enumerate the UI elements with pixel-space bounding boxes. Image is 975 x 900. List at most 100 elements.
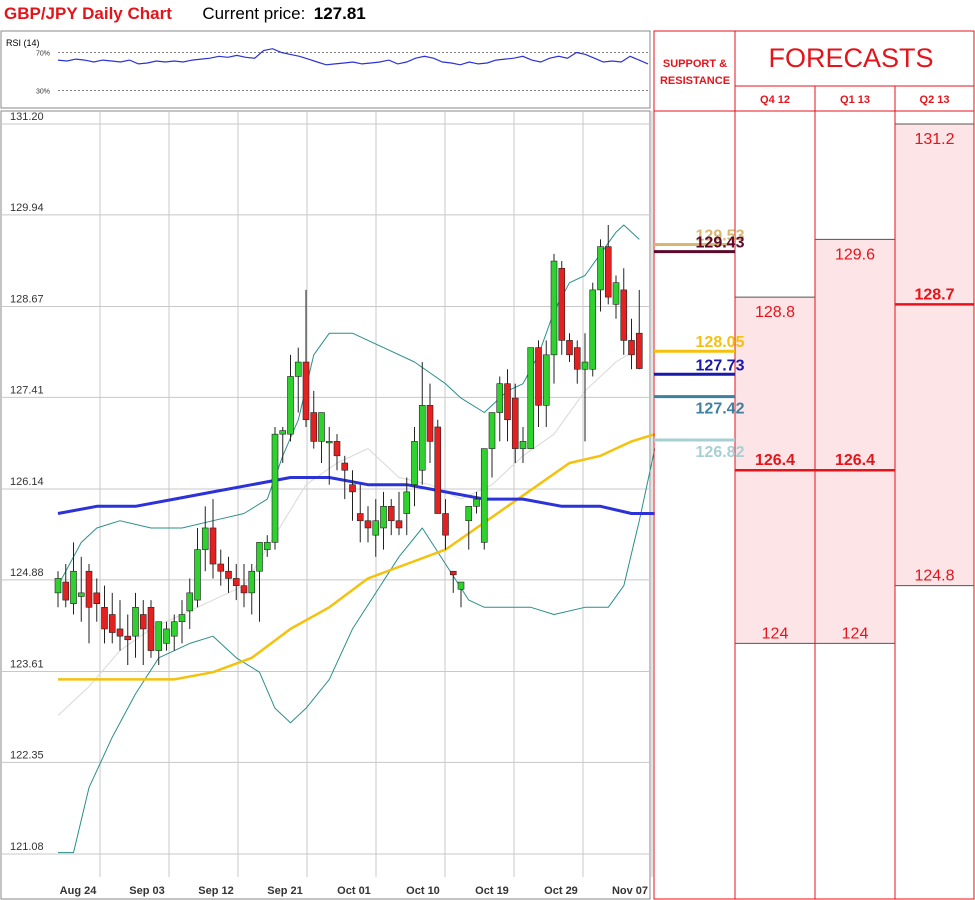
candle-bullish bbox=[465, 506, 473, 522]
chart-header: GBP/JPY Daily Chart Current price: 127.8… bbox=[4, 4, 366, 28]
candle-bearish bbox=[573, 347, 581, 370]
forecast-mid-value: 128.7 bbox=[914, 286, 954, 303]
x-tick-label: Aug 24 bbox=[60, 885, 98, 897]
candle-bearish bbox=[147, 607, 155, 651]
candle-bearish bbox=[535, 347, 542, 406]
x-tick-label: Sep 21 bbox=[267, 885, 302, 897]
rsi-line bbox=[57, 48, 649, 66]
candle-bullish bbox=[597, 246, 604, 291]
candle-bearish bbox=[341, 462, 349, 471]
candle-bearish bbox=[62, 581, 70, 601]
candle-bearish bbox=[349, 484, 356, 493]
candle-bullish bbox=[194, 549, 201, 601]
support-resistance-header: SUPPORT & bbox=[663, 58, 727, 70]
candle-bullish bbox=[248, 570, 256, 594]
candle-bullish bbox=[77, 592, 85, 597]
forecast-range bbox=[735, 297, 815, 644]
y-tick-label: 121.08 bbox=[10, 841, 44, 853]
candle-bullish bbox=[488, 412, 496, 449]
rsi-frame bbox=[0, 30, 651, 109]
candle-bearish bbox=[310, 412, 318, 442]
candle-bearish bbox=[108, 614, 116, 633]
candle-bearish bbox=[116, 628, 124, 637]
candle-bearish bbox=[434, 426, 442, 514]
forecast-high-value: 131.2 bbox=[914, 131, 954, 148]
candle-bullish bbox=[527, 347, 535, 449]
candle-bearish bbox=[225, 570, 232, 579]
candle-bullish bbox=[178, 614, 186, 623]
candle-bullish bbox=[473, 498, 480, 507]
y-tick-label: 127.41 bbox=[10, 384, 44, 396]
candle-bullish bbox=[163, 628, 170, 644]
candle-bearish bbox=[240, 585, 248, 594]
candle-bullish bbox=[287, 376, 294, 435]
sr-level-value: 128.05 bbox=[696, 334, 745, 351]
candle-bearish bbox=[364, 520, 372, 529]
forecast-low-value: 124 bbox=[842, 625, 869, 642]
candle-bullish bbox=[581, 361, 589, 370]
candle-bearish bbox=[395, 520, 403, 529]
overlay-ma_fast bbox=[57, 347, 640, 716]
x-tick-label: Oct 10 bbox=[406, 885, 440, 897]
candle-bearish bbox=[124, 635, 132, 641]
candle-bearish bbox=[620, 289, 628, 341]
x-tick-label: Sep 03 bbox=[129, 885, 164, 897]
forecast-high-value: 129.6 bbox=[835, 246, 875, 263]
candle-bearish bbox=[504, 383, 511, 421]
y-tick-label: 124.88 bbox=[10, 567, 44, 579]
candle-bullish bbox=[496, 383, 504, 413]
forecast-range bbox=[895, 124, 974, 586]
forecast-frame bbox=[653, 30, 975, 900]
candle-bearish bbox=[217, 563, 225, 572]
candle-bullish bbox=[612, 282, 620, 305]
x-tick-label: Nov 07 bbox=[612, 885, 648, 897]
candle-bearish bbox=[85, 570, 93, 608]
candle-bearish bbox=[333, 441, 341, 457]
candle-bullish bbox=[271, 433, 279, 543]
candle-bearish bbox=[511, 397, 519, 449]
candle-bullish bbox=[54, 578, 62, 594]
candle-bearish bbox=[635, 332, 643, 369]
candle-bearish bbox=[232, 578, 240, 586]
candle-bullish bbox=[325, 441, 333, 444]
x-tick-label: Oct 29 bbox=[544, 885, 578, 897]
candle-bullish bbox=[170, 621, 178, 637]
candle-bearish bbox=[93, 592, 101, 604]
y-tick-label: 128.67 bbox=[10, 294, 44, 306]
candle-bearish bbox=[209, 527, 217, 565]
candle-bullish bbox=[263, 542, 271, 550]
current-price-label: Current price: bbox=[202, 4, 306, 23]
y-tick-label: 126.14 bbox=[10, 476, 44, 488]
sr-level-value: 129.43 bbox=[696, 235, 745, 252]
candle-bearish bbox=[356, 513, 364, 522]
candle-bullish bbox=[186, 592, 194, 612]
y-tick-label: 131.20 bbox=[10, 111, 44, 123]
chart-title: GBP/JPY Daily Chart bbox=[4, 4, 172, 23]
sr-level-value: 127.73 bbox=[696, 357, 745, 374]
candle-bullish bbox=[550, 260, 558, 356]
overlay-ma_slow bbox=[57, 476, 655, 515]
candle-bullish bbox=[294, 361, 302, 377]
candle-bullish bbox=[589, 289, 597, 370]
y-tick-label: 129.94 bbox=[10, 202, 44, 214]
candle-bullish bbox=[480, 448, 488, 543]
candle-bullish bbox=[418, 405, 426, 471]
candle-bullish bbox=[201, 527, 209, 550]
overlay-ma_mid bbox=[58, 433, 656, 681]
forecast-high-value: 128.8 bbox=[755, 304, 795, 321]
candle-bearish bbox=[139, 614, 147, 630]
candle-bearish bbox=[628, 340, 635, 356]
candle-bullish bbox=[403, 491, 411, 514]
candle-bullish bbox=[279, 430, 287, 435]
candle-bearish bbox=[566, 340, 573, 356]
candle-bearish bbox=[101, 607, 108, 630]
current-price-value: 127.81 bbox=[313, 4, 366, 23]
overlay-bb_upper bbox=[57, 224, 640, 586]
candle-bearish bbox=[426, 405, 434, 442]
x-tick-label: Oct 19 bbox=[475, 885, 509, 897]
candle-bullish bbox=[380, 506, 387, 529]
forecast-mid-value: 126.4 bbox=[755, 452, 795, 469]
